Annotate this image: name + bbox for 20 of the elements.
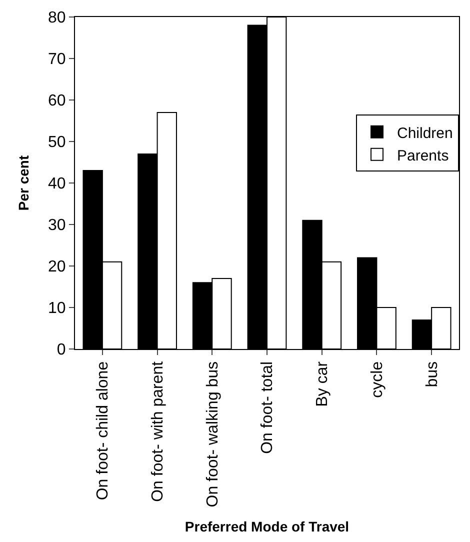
x-tick-label: On foot- total <box>259 361 276 454</box>
legend-label: Children <box>397 124 453 142</box>
x-axis-title: Preferred Mode of Travel <box>184 518 350 535</box>
x-tick-label: By car <box>314 360 332 407</box>
y-tick-label: 70 <box>48 51 66 68</box>
y-tick-label: 30 <box>48 217 66 234</box>
y-tick-label: 20 <box>48 258 66 276</box>
x-tick-label: On foot- child alone <box>94 361 112 500</box>
y-tick-label: 60 <box>48 92 66 110</box>
x-tick-label: cycle <box>368 361 386 398</box>
y-axis-title: Per cent <box>16 155 32 211</box>
legend-label: Parents <box>397 147 449 164</box>
x-tick-label: On foot- with parent <box>149 360 166 502</box>
y-tick-label: 40 <box>48 176 66 193</box>
y-tick-label: 10 <box>48 300 66 318</box>
y-tick-label: 0 <box>56 342 66 359</box>
x-tick-label: On foot- walking bus <box>204 361 222 508</box>
x-tick-label: bus <box>424 361 441 388</box>
y-tick-label: 80 <box>48 10 66 27</box>
y-tick-label: 50 <box>48 134 66 152</box>
